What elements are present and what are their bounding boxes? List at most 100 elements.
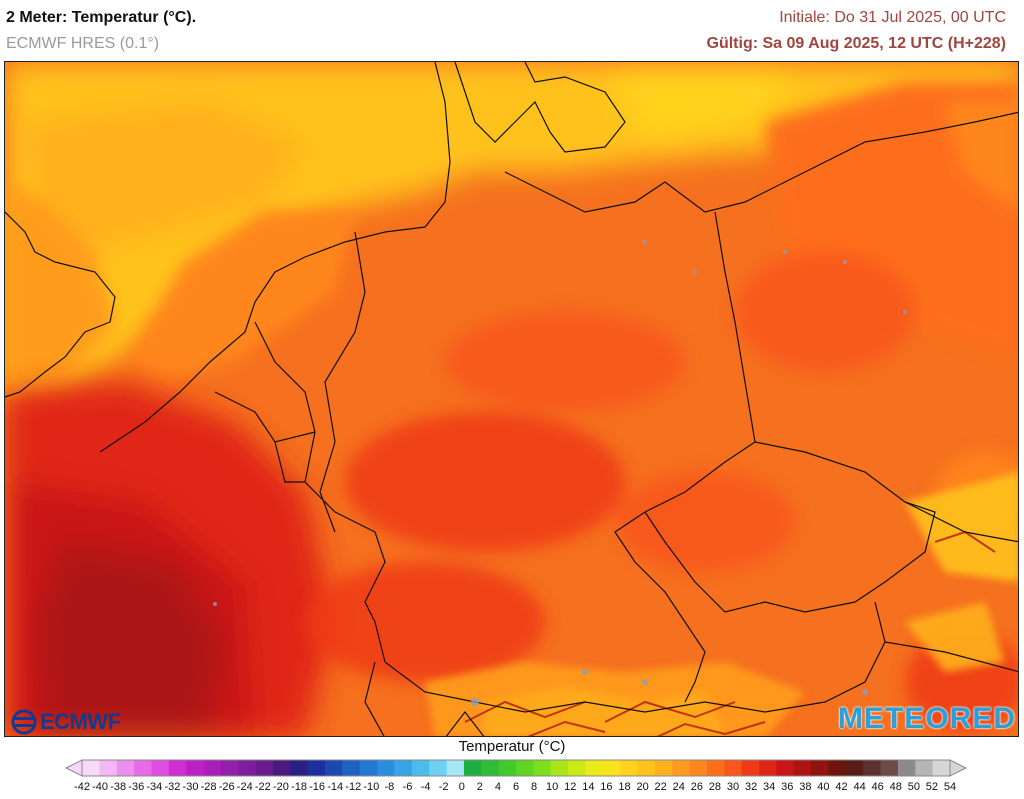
legend-swatch: [706, 760, 725, 776]
legend-tick-label: -40: [92, 781, 109, 793]
legend-tick-label: 46: [871, 781, 884, 793]
legend-swatch: [116, 760, 135, 776]
legend-swatch: [481, 760, 500, 776]
legend-tick-label: -14: [327, 781, 344, 793]
hot-patches: [305, 252, 1018, 732]
legend-swatch: [932, 760, 951, 776]
legend-tick-label: -42: [74, 781, 90, 793]
legend-tick-label: 48: [889, 781, 902, 793]
legend-swatch: [776, 760, 795, 776]
legend-tick-label: 50: [907, 781, 920, 793]
legend-tick-label: -6: [402, 781, 413, 793]
legend-swatch: [82, 760, 100, 776]
legend-tick-label: 4: [494, 781, 501, 793]
legend-tick-label: -10: [363, 781, 380, 793]
legend-arrow-high: [949, 759, 968, 777]
legend-swatch: [429, 760, 448, 776]
legend-tick-label: 24: [672, 781, 685, 793]
map-title: 2 Meter: Temperatur (°C).: [6, 9, 197, 26]
legend-swatch: [307, 760, 326, 776]
legend-swatch: [186, 760, 205, 776]
legend-tick-label: 16: [600, 781, 613, 793]
legend-swatch: [99, 760, 118, 776]
legend-tick-labels: -42 -40 -38 -36 -34 -32 -30 -28 -26 -24 -22 -20 -18-…: [0, 781, 1024, 797]
legend-tick-label: -26: [218, 781, 235, 793]
legend-swatch: [168, 760, 187, 776]
legend-swatch: [134, 760, 152, 776]
legend-tick-label: 20: [636, 781, 649, 793]
legend-tick-label: -8: [384, 781, 395, 793]
alpine-zone: [425, 472, 1018, 736]
legend-swatch: [845, 760, 864, 776]
legend-tick-label: 40: [817, 781, 830, 793]
legend-swatch: [290, 760, 309, 776]
legend-tick-label: 10: [546, 781, 559, 793]
legend-tick-label: 2: [476, 781, 483, 793]
legend-tick-label: -30: [182, 781, 199, 793]
init-time: Initiale: Do 31 Jul 2025, 00 UTC: [779, 9, 1006, 26]
legend-swatch: [724, 760, 743, 776]
legend-tick-label: 28: [708, 781, 722, 793]
legend-tick-label: -2: [438, 781, 449, 793]
lakes: [213, 240, 907, 706]
legend-tick-label: -18: [291, 781, 307, 793]
legend-tick-label: 22: [654, 781, 667, 793]
legend-swatch: [568, 760, 586, 776]
legend-swatch: [359, 760, 378, 776]
legend-tick-label: 6: [512, 781, 520, 793]
legend-tick-label: 26: [690, 781, 703, 793]
valid-time: Gültig: Sa 09 Aug 2025, 12 UTC (H+228): [706, 35, 1007, 52]
legend-swatch: [863, 760, 882, 776]
legend-swatch: [238, 760, 257, 776]
legend-tick-label: 18: [618, 781, 631, 793]
legend-swatch: [446, 760, 465, 776]
legend-swatch: [255, 760, 274, 776]
legend-tick-label: 32: [744, 781, 758, 793]
ecmwf-logo: ECMWF: [8, 707, 121, 737]
map-canvas: [5, 62, 1018, 736]
legend-swatch: [516, 760, 534, 776]
model-label: ECMWF HRES (0.1°): [6, 35, 160, 52]
legend-swatch: [498, 760, 517, 776]
meteored-logo: METEORED: [837, 702, 1016, 735]
legend-tick-label: 14: [582, 781, 595, 793]
legend-swatch: [880, 760, 899, 776]
legend-tick-label: 8: [531, 781, 538, 793]
legend-tick-label: -4: [420, 781, 431, 793]
legend-swatch: [220, 760, 239, 776]
legend-swatch: [793, 760, 812, 776]
legend-swatch: [759, 760, 777, 776]
legend-tick-label: 54: [943, 781, 957, 793]
legend-tick-label: 0: [458, 781, 465, 793]
legend-swatch: [828, 760, 847, 776]
legend-swatch: [203, 760, 222, 776]
legend-tick-label: -20: [272, 781, 289, 793]
legend-swatch: [741, 760, 760, 776]
legend-swatch: [151, 760, 170, 776]
temperature-map[interactable]: [4, 61, 1019, 737]
legend-swatch: [654, 760, 673, 776]
legend-tick-label: 12: [564, 781, 577, 793]
legend-swatch: [394, 760, 413, 776]
legend-tick-label: -32: [164, 781, 181, 793]
legend-swatch: [272, 760, 291, 776]
legend-swatch: [463, 760, 482, 776]
legend-swatch: [672, 760, 691, 776]
legend-tick-label: -12: [345, 781, 362, 793]
legend-swatch: [620, 760, 639, 776]
borders: [5, 62, 1018, 736]
legend-swatch: [637, 760, 656, 776]
legend-tick-label: 34: [763, 781, 776, 793]
legend-swatch: [811, 760, 829, 776]
legend-title: Temperatur (°C): [458, 738, 566, 755]
legend-tick-label: 44: [853, 781, 866, 793]
legend-swatch: [325, 760, 343, 776]
color-legend: [64, 759, 968, 777]
legend-swatch: [602, 760, 621, 776]
legend-swatch: [897, 760, 916, 776]
legend-tick-label: -28: [200, 781, 217, 793]
legend-tick-label: 38: [799, 781, 812, 793]
legend-swatch: [550, 760, 569, 776]
legend-tick-label: 30: [726, 781, 740, 793]
ecmwf-icon: [11, 709, 37, 735]
